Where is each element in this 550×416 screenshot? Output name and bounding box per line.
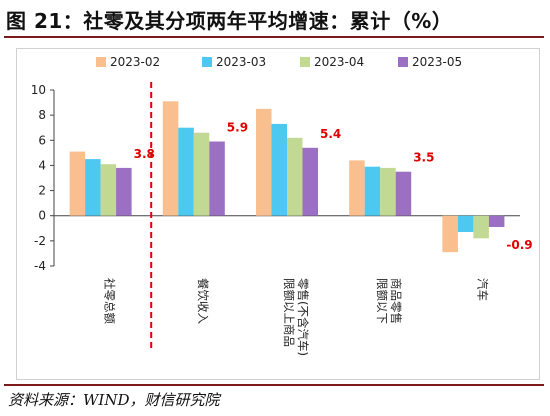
bar-2023-04-4 [473, 215, 489, 239]
chart-title: 图 21：社零及其分项两年平均增速：累计（%） [6, 9, 453, 33]
source-rule [4, 384, 544, 386]
category-label: 社零总额 [103, 278, 117, 324]
y-tick-label: 0 [38, 209, 46, 223]
bar-2023-05-4 [488, 215, 505, 227]
bar-2023-05-0 [116, 167, 132, 216]
data-label: -0.9 [506, 238, 532, 252]
y-tick-label: 8 [38, 108, 46, 122]
data-label: 5.4 [320, 127, 341, 141]
y-tick-label: -2 [34, 234, 46, 248]
legend-label: 2023-03 [216, 55, 266, 69]
bar-2023-04-0 [100, 164, 117, 216]
legend-swatch-2023-03 [202, 57, 212, 67]
legend-swatch-2023-05 [398, 57, 408, 67]
legend-label: 2023-02 [110, 55, 160, 69]
title-rule [4, 36, 544, 38]
category-label: 汽车 [475, 278, 489, 301]
bar-2023-03-3 [364, 166, 381, 216]
legend-swatch-2023-02 [96, 57, 106, 67]
y-tick-label: 4 [38, 158, 46, 172]
y-tick-label: 10 [31, 83, 46, 97]
y-tick-label: 6 [38, 133, 46, 147]
bar-2023-04-3 [380, 167, 396, 216]
bar-2023-03-4 [457, 215, 474, 232]
bar-2023-04-1 [193, 132, 210, 216]
bar-2023-03-2 [271, 123, 287, 216]
legend-label: 2023-05 [412, 55, 462, 69]
data-label: 3.8 [134, 147, 155, 161]
bar-2023-03-0 [85, 159, 101, 216]
bar-2023-05-1 [209, 141, 225, 216]
chart-frame [16, 48, 540, 380]
data-label: 5.9 [227, 121, 248, 135]
title-bar: 图 21：社零及其分项两年平均增速：累计（%） [0, 0, 550, 36]
bar-2023-02-3 [349, 160, 365, 216]
source-note: 资料来源：WIND，财信研究院 [8, 391, 220, 409]
bar-2023-02-0 [69, 151, 86, 216]
legend-label: 2023-04 [314, 55, 364, 69]
bar-2023-05-2 [302, 147, 318, 216]
data-label: 3.5 [413, 151, 434, 165]
bar-2023-05-3 [395, 171, 412, 216]
category-label: 零售(不含汽车) [296, 278, 310, 356]
legend-swatch-2023-04 [300, 57, 310, 67]
y-tick-label: 2 [38, 184, 46, 198]
bar-2023-02-1 [162, 101, 179, 216]
category-label: 餐饮收入 [196, 278, 210, 324]
category-label: 商品零售 [389, 278, 403, 324]
bar-2023-04-2 [287, 137, 303, 216]
y-tick-label: -4 [34, 259, 46, 273]
category-label: 限额以下 [375, 278, 389, 324]
category-label: 限额以上商品 [282, 278, 296, 347]
bar-2023-03-1 [178, 127, 194, 216]
bar-2023-02-4 [442, 215, 458, 253]
bar-2023-02-2 [256, 108, 272, 216]
